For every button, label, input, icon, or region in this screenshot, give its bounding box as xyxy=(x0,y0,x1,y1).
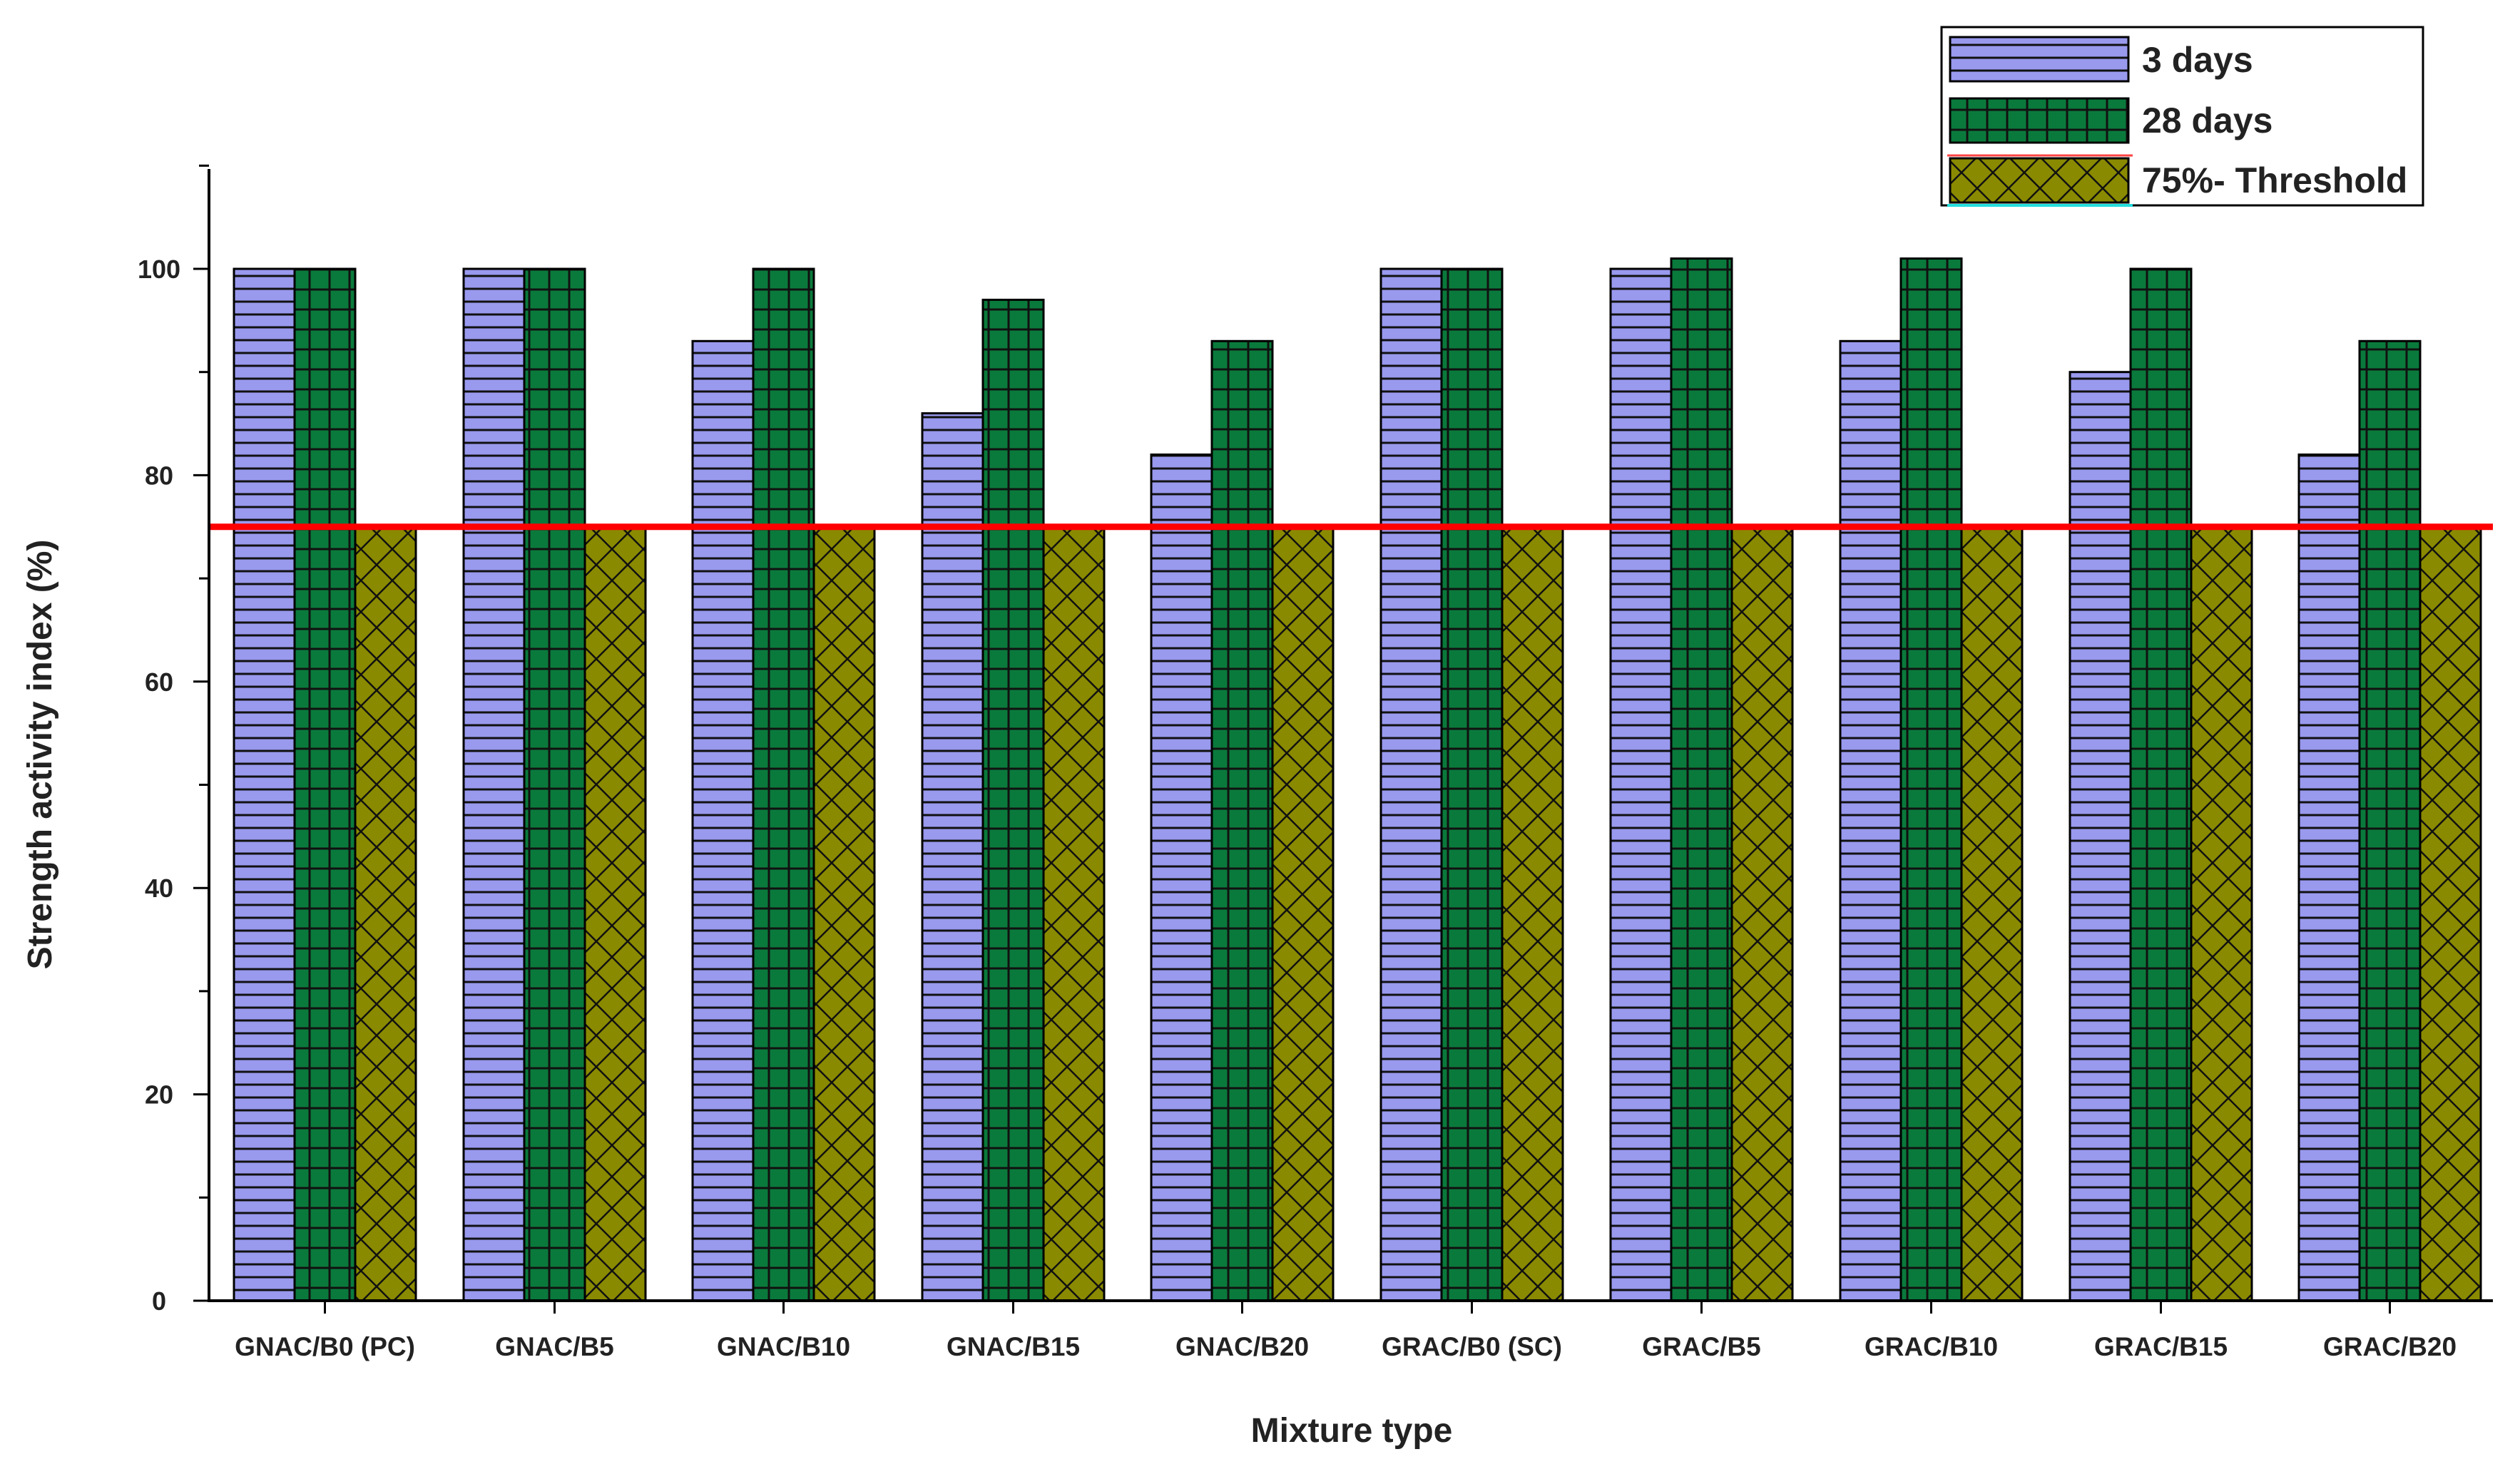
bar-3-days-7 xyxy=(1609,267,1673,1302)
bar-75-threshold-7 xyxy=(1730,526,1794,1302)
bar-28-days-10 xyxy=(2358,339,2422,1302)
bar-75-threshold-2 xyxy=(583,526,647,1302)
bar-28-days-3 xyxy=(752,267,815,1302)
bar-28-days-2 xyxy=(523,267,586,1302)
bars-layer xyxy=(233,257,2482,1302)
bar-75-threshold-6 xyxy=(1501,526,1564,1302)
bar-28-days-9 xyxy=(2129,267,2193,1302)
legend-label-threshold: 75%- Threshold xyxy=(2142,160,2407,200)
bar-3-days-4 xyxy=(921,412,984,1302)
bar-75-threshold-3 xyxy=(812,526,876,1302)
x-category-label-8: GRAC/B10 xyxy=(1865,1332,1998,1361)
bar-28-days-5 xyxy=(1210,339,1274,1302)
bar-28-days-6 xyxy=(1440,267,1504,1302)
legend-label-3-days: 3 days xyxy=(2142,40,2253,80)
ticks-layer: 0 20 40 60 80 100 xyxy=(138,164,2391,1316)
y-tick-label-40: 40 xyxy=(145,874,173,903)
bar-28-days-7 xyxy=(1670,257,1733,1302)
y-tick-label-80: 80 xyxy=(145,461,173,490)
x-category-label-5: GNAC/B20 xyxy=(1175,1332,1309,1361)
bar-75-threshold-5 xyxy=(1271,526,1335,1302)
x-category-label-10: GRAC/B20 xyxy=(2323,1332,2457,1361)
legend-label-28-days: 28 days xyxy=(2142,101,2272,140)
bar-3-days-2 xyxy=(462,267,526,1302)
bar-28-days-8 xyxy=(1899,257,1963,1302)
bar-75-threshold-10 xyxy=(2419,526,2482,1302)
x-category-label-4: GNAC/B15 xyxy=(947,1332,1080,1361)
bar-3-days-3 xyxy=(691,339,755,1302)
bar-75-threshold-4 xyxy=(1042,526,1106,1302)
bar-3-days-8 xyxy=(1839,339,1902,1302)
x-axis-title: Mixture type xyxy=(1251,1412,1453,1450)
bar-3-days-1 xyxy=(233,267,296,1302)
legend-swatch-threshold xyxy=(1949,157,2130,204)
bar-75-threshold-1 xyxy=(354,526,417,1302)
bar-28-days-1 xyxy=(293,267,357,1302)
y-tick-label-100: 100 xyxy=(138,255,180,284)
bar-28-days-4 xyxy=(981,298,1045,1302)
bar-3-days-9 xyxy=(2068,371,2132,1302)
legend: 3 days 28 days 75%- Threshold xyxy=(1940,26,2424,207)
y-axis-title: Strength activity index (%) xyxy=(21,540,59,970)
y-tick-label-0: 0 xyxy=(152,1286,166,1316)
bar-3-days-6 xyxy=(1379,267,1443,1302)
bar-3-days-5 xyxy=(1150,453,1213,1302)
axes-layer xyxy=(208,169,2493,1302)
legend-swatch-28-days xyxy=(1949,97,2130,144)
x-category-label-2: GNAC/B5 xyxy=(495,1332,614,1361)
x-category-label-6: GRAC/B0 (SC) xyxy=(1382,1332,1562,1361)
legend-swatch-3-days xyxy=(1949,36,2130,83)
bar-3-days-10 xyxy=(2297,453,2361,1302)
bar-75-threshold-8 xyxy=(1960,526,2024,1302)
x-category-label-7: GRAC/B5 xyxy=(1642,1332,1761,1361)
y-tick-label-20: 20 xyxy=(145,1080,173,1110)
bar-75-threshold-9 xyxy=(2190,526,2253,1302)
category-labels: GNAC/B0 (PC) GNAC/B5 GNAC/B10 GNAC/B15 GNAC/… xyxy=(235,1332,2457,1361)
y-tick-label-60: 60 xyxy=(145,667,173,697)
x-category-label-1: GNAC/B0 (PC) xyxy=(235,1332,415,1361)
x-category-label-3: GNAC/B10 xyxy=(717,1332,850,1361)
x-category-label-9: GRAC/B15 xyxy=(2094,1332,2228,1361)
